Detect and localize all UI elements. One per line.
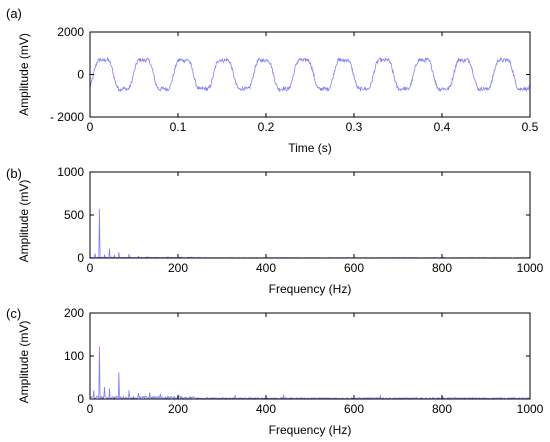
x-tick-label: 800 bbox=[432, 261, 452, 275]
x-tick-label: 0.1 bbox=[170, 120, 187, 134]
y-tick-label: 0 bbox=[77, 251, 84, 265]
y-tick-label: 500 bbox=[64, 208, 84, 222]
y-axis-label: Amplitude (mV) bbox=[17, 180, 31, 263]
plot-frame bbox=[89, 312, 531, 400]
panel-label: (a) bbox=[6, 6, 22, 21]
x-tick-label: 1000 bbox=[517, 402, 544, 416]
series-line bbox=[89, 208, 531, 259]
y-tick-label: 2000 bbox=[57, 25, 84, 39]
panel-label: (c) bbox=[6, 306, 21, 321]
x-axis-label: Frequency (Hz) bbox=[269, 282, 352, 296]
x-tick-label: 600 bbox=[344, 261, 364, 275]
series-line bbox=[89, 346, 531, 401]
x-tick-label: 0.4 bbox=[434, 120, 451, 134]
plot-frame bbox=[89, 171, 531, 259]
x-axis-label: Frequency (Hz) bbox=[269, 423, 352, 437]
y-tick-label: 0 bbox=[77, 392, 84, 406]
y-tick-label: - 2000 bbox=[50, 110, 84, 124]
x-tick-label: 200 bbox=[168, 261, 188, 275]
x-tick-label: 0.3 bbox=[346, 120, 363, 134]
x-tick-label: 0 bbox=[87, 120, 94, 134]
x-axis-label: Time (s) bbox=[288, 141, 332, 155]
y-tick-label: 0 bbox=[77, 68, 84, 82]
x-tick-label: 400 bbox=[256, 402, 276, 416]
y-tick-label: 100 bbox=[64, 349, 84, 363]
x-tick-label: 0.5 bbox=[522, 120, 539, 134]
x-tick-label: 0 bbox=[87, 402, 94, 416]
series-line bbox=[89, 56, 531, 93]
x-tick-label: 600 bbox=[344, 402, 364, 416]
x-tick-label: 0 bbox=[87, 261, 94, 275]
panel-label: (b) bbox=[6, 166, 22, 181]
plot-frame bbox=[89, 31, 531, 118]
x-tick-label: 0.2 bbox=[258, 120, 275, 134]
y-axis-label: Amplitude (mV) bbox=[17, 321, 31, 404]
panel-b: 0 200 400 600 800 1000 1000 500 0 Frequency (Hz) A… bbox=[6, 165, 544, 296]
y-tick-label: 1000 bbox=[57, 165, 84, 179]
x-tick-label: 200 bbox=[168, 402, 188, 416]
y-axis-label: Amplitude (mV) bbox=[17, 33, 31, 116]
y-tick-label: 200 bbox=[64, 306, 84, 320]
x-tick-label: 800 bbox=[432, 402, 452, 416]
x-tick-label: 1000 bbox=[517, 261, 544, 275]
x-tick-label: 400 bbox=[256, 261, 276, 275]
